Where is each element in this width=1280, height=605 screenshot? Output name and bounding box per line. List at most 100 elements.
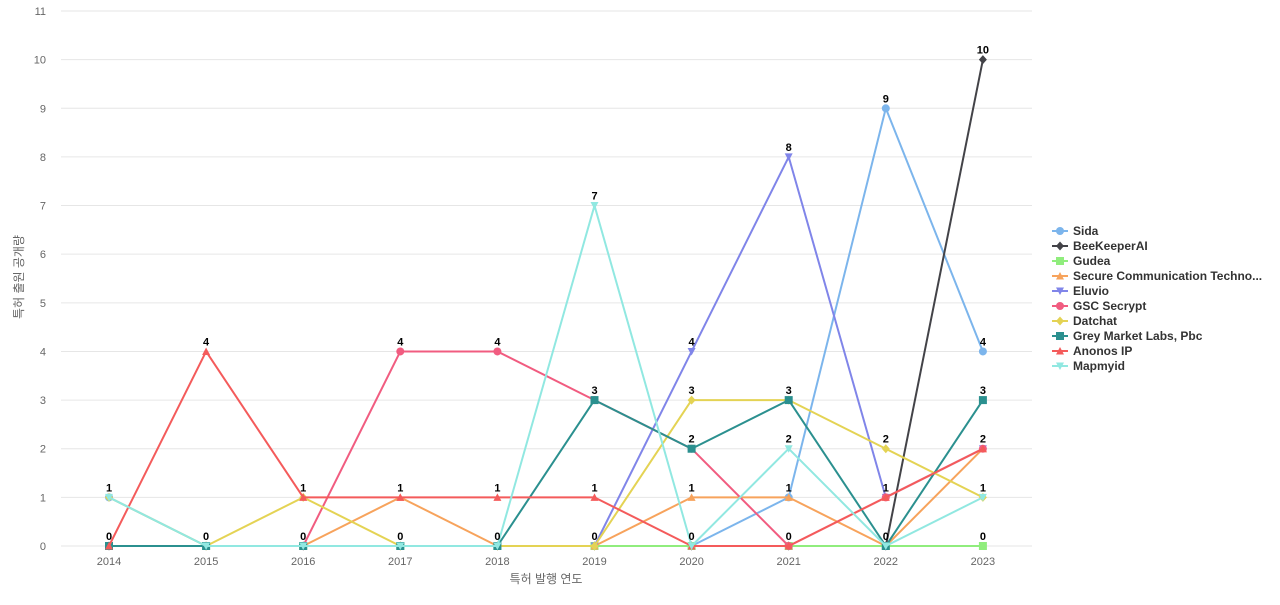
data-point[interactable] [881, 493, 890, 501]
legend-label: Secure Communication Techno... [1073, 269, 1262, 283]
legend-symbol[interactable] [1056, 257, 1064, 265]
data-label: 3 [591, 385, 597, 397]
series-sida [105, 104, 987, 550]
y-tick-label: 0 [40, 541, 46, 553]
data-point[interactable] [784, 493, 793, 501]
data-point[interactable] [105, 493, 113, 502]
x-axis-ticks: 2014 2015 2016 2017 2018 2019 2020 2021 2022 2023 [97, 556, 995, 568]
data-point[interactable] [687, 347, 696, 356]
legend-item[interactable]: Grey Market Labs, Pbc [1052, 329, 1203, 343]
data-point[interactable] [493, 493, 502, 501]
data-label: 1 [300, 482, 306, 494]
data-point[interactable] [784, 153, 793, 161]
data-label: 7 [591, 191, 597, 203]
legend-label: Gudea [1073, 254, 1111, 268]
data-point[interactable] [881, 104, 890, 113]
legend-item[interactable]: Eluvio [1052, 284, 1109, 298]
data-point[interactable] [396, 493, 405, 501]
y-tick-label: 10 [34, 55, 46, 67]
data-point[interactable] [105, 542, 113, 550]
legend-symbol[interactable] [1056, 302, 1064, 310]
legend-symbol[interactable] [1056, 272, 1064, 280]
legend-symbol[interactable] [1056, 347, 1064, 355]
data-label: 2 [883, 434, 889, 446]
legend-item[interactable]: Mapmyid [1052, 359, 1125, 373]
legend-label: Eluvio [1073, 284, 1109, 298]
data-point[interactable] [493, 542, 502, 551]
data-label: 4 [689, 336, 696, 348]
legend-item[interactable]: Anonos IP [1052, 344, 1132, 358]
data-point[interactable] [396, 347, 405, 356]
x-tick-label: 2023 [971, 556, 995, 568]
y-axis-title: 특허 출원 공개량 [12, 235, 26, 319]
data-label: 4 [203, 336, 210, 348]
data-label: 0 [300, 531, 306, 543]
data-point[interactable] [978, 542, 987, 550]
legend-symbol[interactable] [1056, 227, 1064, 235]
data-point[interactable] [978, 444, 987, 453]
data-point[interactable] [687, 444, 696, 453]
data-label: 9 [883, 93, 889, 105]
legend-item[interactable]: Sida [1052, 224, 1099, 238]
legend-label: Grey Market Labs, Pbc [1073, 329, 1203, 343]
legend-symbol[interactable] [1056, 241, 1064, 251]
data-point[interactable] [299, 542, 308, 551]
legend-symbol[interactable] [1056, 362, 1064, 371]
data-point[interactable] [978, 396, 987, 405]
legend-label: Anonos IP [1073, 344, 1132, 358]
legend-symbol[interactable] [1056, 287, 1064, 296]
data-point[interactable] [784, 445, 793, 453]
data-point[interactable] [590, 493, 599, 501]
data-point[interactable] [881, 444, 890, 454]
data-label: 1 [883, 482, 889, 494]
series-line[interactable] [108, 107, 984, 547]
x-tick-label: 2016 [291, 556, 315, 568]
legend-label: Datchat [1073, 314, 1117, 328]
legend-item[interactable]: Gudea [1052, 254, 1111, 268]
series-line[interactable] [108, 204, 984, 547]
data-point[interactable] [687, 493, 696, 501]
data-point[interactable] [881, 542, 890, 551]
y-tick-label: 7 [40, 201, 46, 213]
x-tick-label: 2020 [679, 556, 703, 568]
data-label: 1 [689, 482, 695, 494]
data-label: 8 [786, 142, 792, 154]
data-label: 1 [786, 482, 792, 494]
legend-symbol[interactable] [1056, 316, 1064, 326]
data-point[interactable] [687, 542, 696, 551]
data-point[interactable] [590, 396, 599, 405]
legend-item[interactable]: Datchat [1052, 314, 1117, 328]
data-label: 4 [397, 336, 404, 348]
data-point[interactable] [784, 542, 793, 550]
series-line[interactable] [109, 399, 984, 547]
data-point[interactable] [590, 202, 599, 210]
data-point[interactable] [202, 347, 211, 355]
series-line[interactable] [108, 399, 984, 547]
data-label: 0 [980, 531, 986, 543]
data-point[interactable] [396, 542, 405, 551]
data-label: 0 [494, 531, 500, 543]
legend-symbol[interactable] [1056, 332, 1064, 340]
data-label: 1 [494, 482, 500, 494]
data-point[interactable] [299, 493, 308, 501]
data-point[interactable] [978, 55, 987, 65]
data-point[interactable] [978, 347, 987, 356]
data-label: 1 [980, 482, 986, 494]
legend-item[interactable]: GSC Secrypt [1052, 299, 1146, 313]
data-label: 4 [980, 336, 987, 348]
data-label: 2 [786, 434, 792, 446]
legend-item[interactable]: BeeKeeperAI [1052, 239, 1148, 253]
y-tick-label: 4 [40, 346, 46, 358]
data-point[interactable] [202, 542, 211, 551]
data-point[interactable] [687, 395, 696, 405]
data-point[interactable] [978, 493, 987, 502]
legend-label: Mapmyid [1073, 359, 1125, 373]
legend-item[interactable]: Secure Communication Techno... [1052, 269, 1262, 283]
series-line[interactable] [108, 350, 984, 547]
data-point[interactable] [590, 541, 599, 551]
data-label: 3 [689, 385, 695, 397]
data-point[interactable] [493, 347, 502, 356]
data-point[interactable] [784, 396, 793, 405]
